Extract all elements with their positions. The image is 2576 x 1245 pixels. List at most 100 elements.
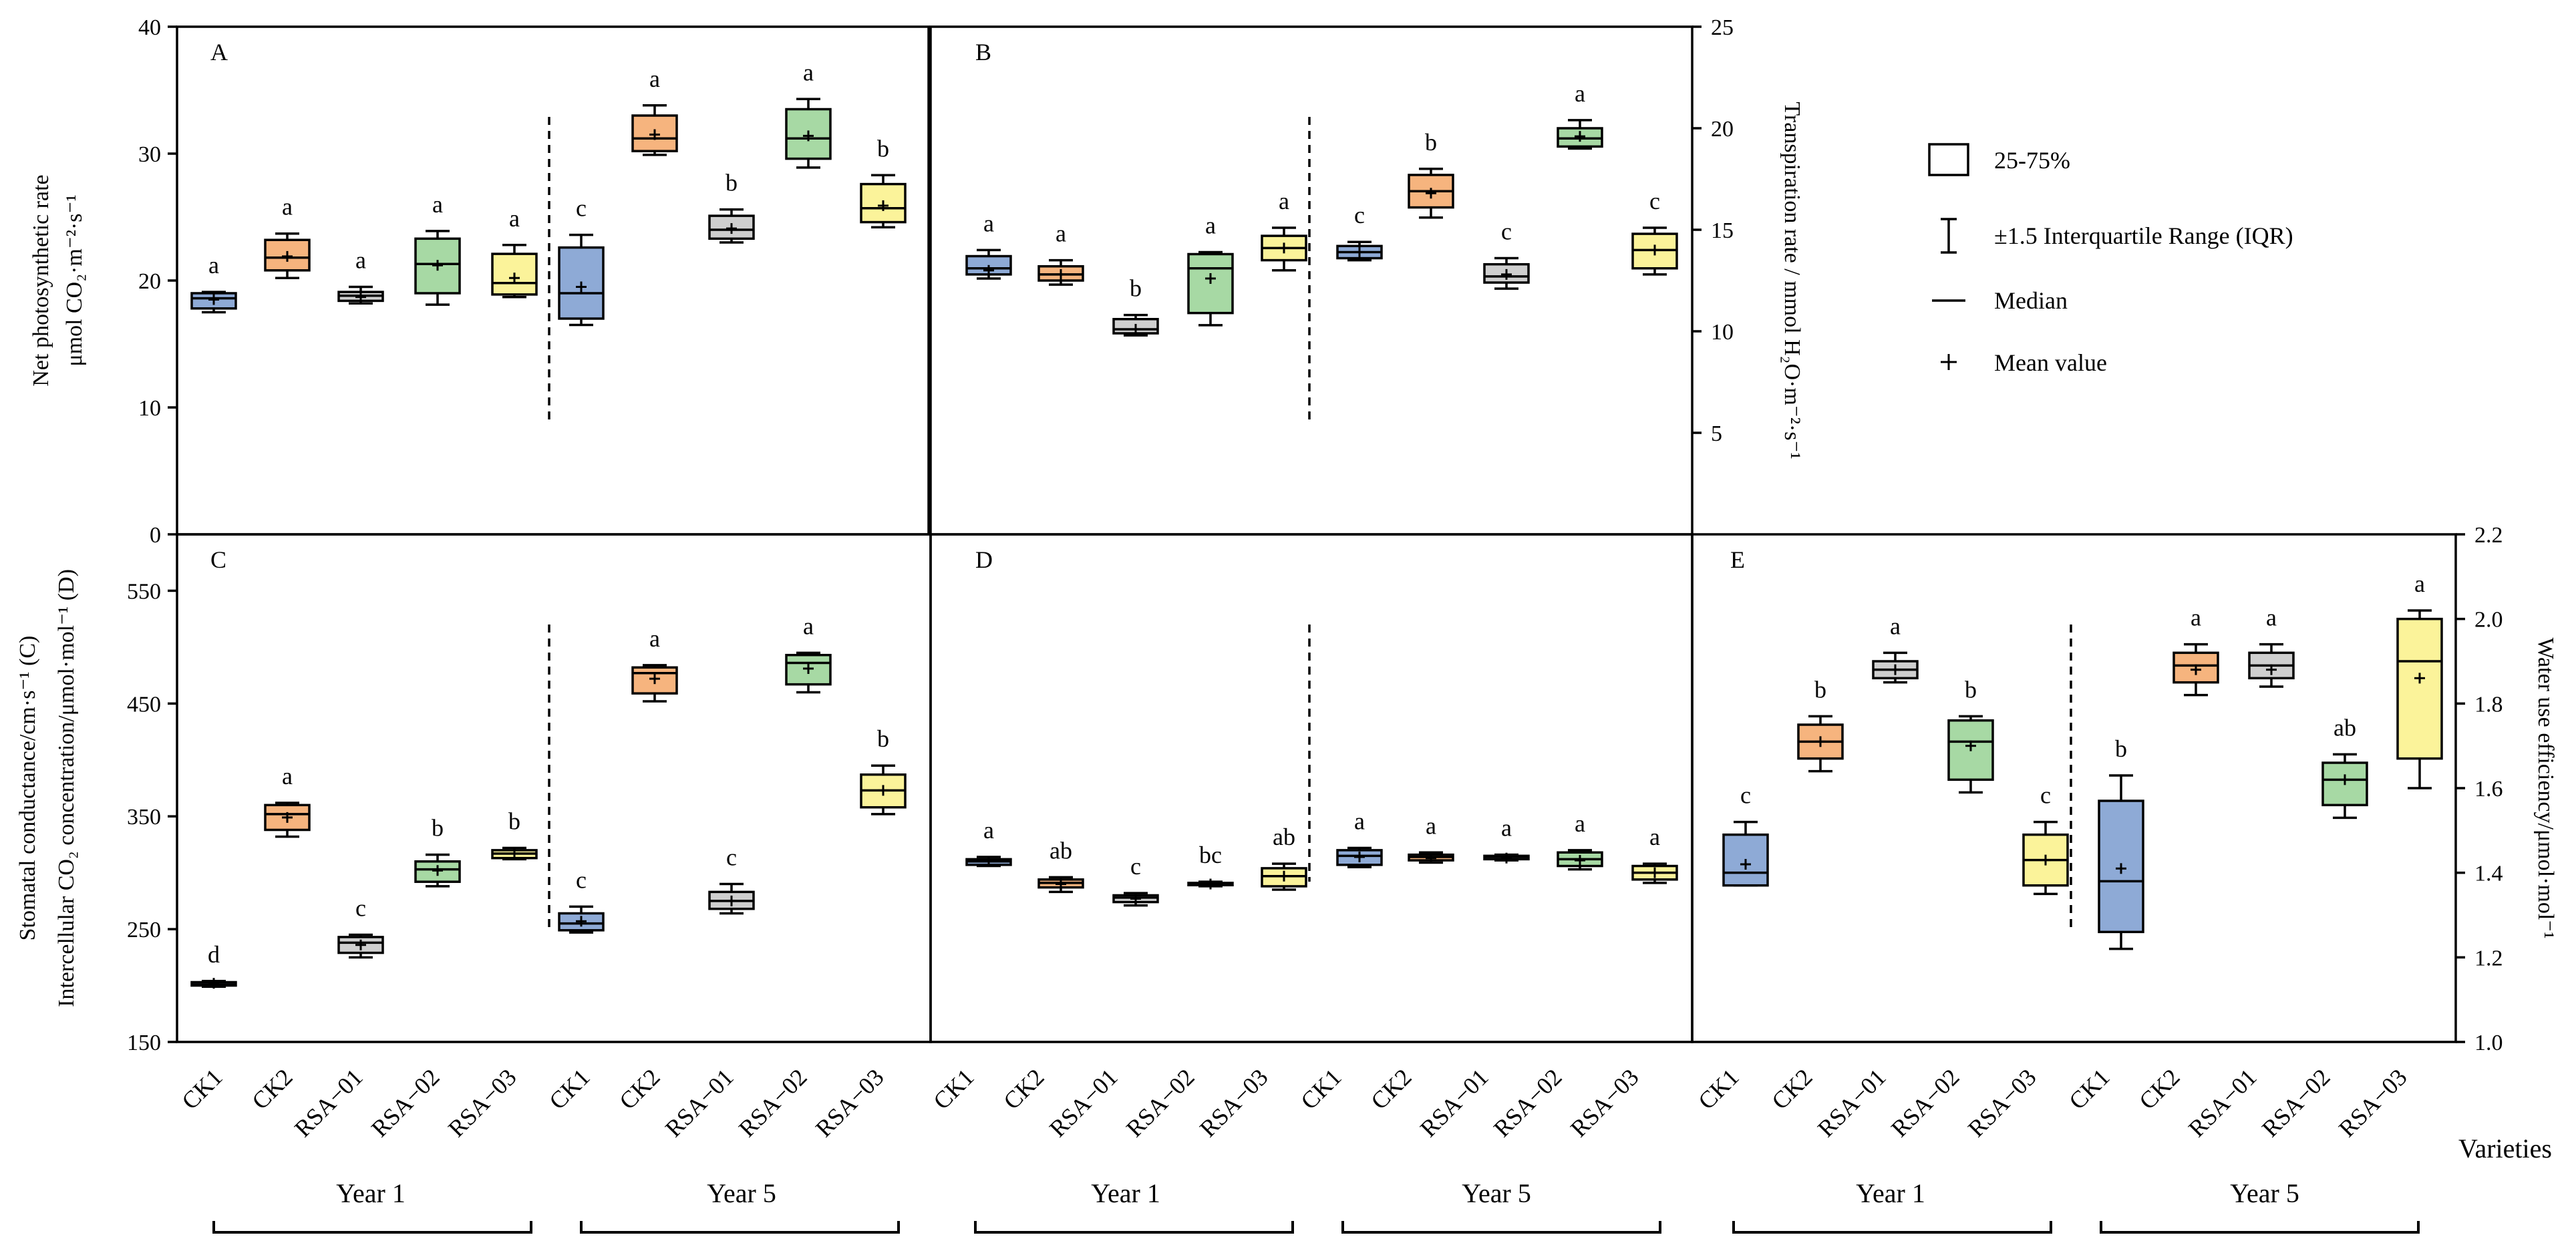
- legend-median-label: Median: [1994, 287, 2068, 314]
- xcat-e-y1-rsa02: RSA−02: [1886, 1063, 1965, 1142]
- sig-letter-c-y5-ck2: a: [649, 625, 660, 652]
- xcat-c-y5-ck1: CK1: [544, 1063, 595, 1114]
- panel-label-b: B: [975, 39, 991, 65]
- sig-letter-b-y1-rsa01: b: [1130, 275, 1142, 302]
- sig-letter-e-y1-ck2: b: [1814, 676, 1826, 703]
- tick-label-a-10: 10: [138, 396, 161, 421]
- tick-label-e-1.6: 1.6: [2474, 777, 2503, 802]
- sig-letter-d-y5-rsa01: a: [1501, 815, 1512, 842]
- sig-letter-c-y1-rsa01: c: [355, 895, 366, 922]
- sig-letter-d-y5-ck1: a: [1354, 808, 1365, 835]
- legend-box-label: 25-75%: [1994, 147, 2070, 174]
- panel-b-ylabel: Transpiration rate / mmol H₂O·m⁻²·s⁻¹: [1780, 102, 1804, 459]
- sig-letter-d-y5-rsa02: a: [1575, 810, 1585, 837]
- panel-e-ylabel: Water use efficiency/μmol·mol⁻¹: [2533, 638, 2558, 939]
- sig-letter-c-y1-rsa03: b: [508, 808, 520, 835]
- sig-letter-e-y5-ck1: b: [2115, 735, 2127, 762]
- legend-whisker-label: ±1.5 Interquartile Range (IQR): [1994, 222, 2293, 249]
- sig-letter-a-y1-rsa03: a: [509, 205, 520, 232]
- tick-label-b-15: 15: [1711, 218, 1734, 243]
- sig-letter-e-y5-rsa01: a: [2266, 604, 2277, 631]
- panel-d-ylabel: Intercellular CO₂ concentration/μmol·mol…: [54, 569, 79, 1007]
- panel-label-d: D: [975, 546, 993, 573]
- xcat-d-y1-rsa02: RSA−02: [1121, 1063, 1200, 1142]
- panel-label-a: A: [210, 39, 228, 65]
- xcat-e-y1-ck2: CK2: [1766, 1063, 1817, 1114]
- group-label-d-year1: Year 1: [1091, 1178, 1160, 1208]
- xcat-e-y5-rsa02: RSA−02: [2257, 1063, 2336, 1142]
- sig-letter-a-y5-rsa03: b: [877, 135, 889, 162]
- xcat-c-y1-ck1: CK1: [176, 1063, 227, 1114]
- xcat-c-y5-rsa03: RSA−03: [810, 1063, 889, 1142]
- panel-a-ylabel-line1: Net photosynthetic rate: [29, 174, 53, 386]
- sig-letter-a-y5-rsa02: a: [803, 59, 814, 85]
- x-axis-title: Varieties: [2458, 1133, 2552, 1164]
- bracket-e-year5: [2100, 1221, 2420, 1234]
- sig-letter-e-y1-rsa01: a: [1890, 612, 1901, 639]
- panel-label-c: C: [210, 546, 226, 573]
- sig-letter-e-y5-rsa02: ab: [2333, 714, 2356, 741]
- sig-letter-b-y5-rsa02: a: [1575, 80, 1585, 107]
- tick-label-a-40: 40: [138, 15, 161, 40]
- sig-letter-c-y1-rsa02: b: [432, 815, 444, 842]
- tick-label-c-250: 250: [127, 918, 161, 942]
- tick-label-c-150: 150: [127, 1031, 161, 1055]
- panel-a-ylabel-line2: μmol CO₂·m⁻²·s⁻¹: [62, 194, 87, 366]
- bracket-e-year1: [1732, 1221, 2052, 1234]
- group-label-c-year5: Year 5: [707, 1178, 776, 1208]
- sig-letter-a-y1-rsa02: a: [432, 191, 443, 218]
- xcat-e-y1-rsa03: RSA−03: [1963, 1063, 2042, 1142]
- sig-letter-b-y5-rsa01: c: [1501, 218, 1512, 245]
- sig-letter-e-y1-rsa03: c: [2040, 782, 2051, 809]
- x-category-labels: CK1 CK2 RSA−01 RSA−02 RSA−03 CK1 CK2 RSA…: [176, 1063, 2412, 1142]
- xcat-c-y1-rsa02: RSA−02: [366, 1063, 445, 1142]
- sig-letter-e-y5-rsa03: a: [2414, 570, 2425, 597]
- xcat-c-y1-rsa03: RSA−03: [443, 1063, 522, 1142]
- group-label-d-year5: Year 5: [1462, 1178, 1531, 1208]
- tick-label-c-550: 550: [127, 579, 161, 604]
- xcat-d-y5-rsa02: RSA−02: [1488, 1063, 1567, 1142]
- xcat-e-y5-rsa01: RSA−01: [2183, 1063, 2262, 1142]
- sig-letter-a-y1-rsa01: a: [355, 247, 366, 274]
- xcat-e-y1-ck1: CK1: [1693, 1063, 1744, 1114]
- tick-label-a-0: 0: [150, 523, 161, 548]
- tick-label-b-5: 5: [1711, 421, 1722, 446]
- xcat-d-y5-ck1: CK1: [1295, 1063, 1346, 1114]
- bracket-c-year5: [580, 1221, 900, 1234]
- group-label-e-year5: Year 5: [2230, 1178, 2299, 1208]
- sig-letter-a-y5-ck1: c: [576, 195, 587, 222]
- xcat-e-y1-rsa01: RSA−01: [1812, 1063, 1891, 1142]
- panel-label-e: E: [1730, 546, 1745, 573]
- group-label-e-year1: Year 1: [1856, 1178, 1925, 1208]
- sig-letter-d-y1-ck2: ab: [1050, 837, 1072, 864]
- xcat-c-y1-rsa01: RSA−01: [289, 1063, 368, 1142]
- xcat-c-y5-ck2: CK2: [614, 1063, 665, 1114]
- panel-frames: [176, 25, 2457, 1043]
- tick-label-e-1.2: 1.2: [2474, 946, 2503, 970]
- sig-letter-b-y5-ck1: c: [1354, 202, 1365, 228]
- panel-c-ylabel: Stomatal conductance/cm·s⁻¹ (C): [15, 636, 40, 941]
- sig-letter-c-y1-ck2: a: [282, 763, 293, 789]
- sig-letter-c-y5-rsa02: a: [803, 612, 814, 639]
- bracket-d-year1: [974, 1221, 1294, 1234]
- box-a-y1-ck2: [264, 238, 311, 272]
- sig-letter-d-y1-rsa02: bc: [1199, 842, 1222, 868]
- xcat-d-y1-rsa01: RSA−01: [1044, 1063, 1123, 1142]
- xcat-e-y5-ck2: CK2: [2134, 1063, 2185, 1114]
- legend-mean-label: Mean value: [1994, 349, 2107, 376]
- xcat-d-y5-rsa03: RSA−03: [1565, 1063, 1644, 1142]
- sig-letter-a-y1-ck2: a: [282, 194, 293, 220]
- sig-letter-b-y1-rsa03: a: [1279, 188, 1289, 214]
- sig-letter-a-y5-rsa01: b: [726, 170, 738, 196]
- sig-letter-b-y1-ck2: a: [1056, 220, 1066, 247]
- tick-label-c-450: 450: [127, 692, 161, 717]
- tick-label-b-25: 25: [1711, 15, 1734, 40]
- tick-label-c-350: 350: [127, 805, 161, 830]
- tick-label-e-1.4: 1.4: [2474, 862, 2503, 886]
- sig-letter-c-y1-ck1: d: [208, 941, 220, 968]
- xcat-e-y5-rsa03: RSA−03: [2333, 1063, 2412, 1142]
- box-e-y5-rsa03: [2396, 617, 2443, 760]
- sig-letter-b-y1-rsa02: a: [1205, 212, 1216, 238]
- xcat-d-y1-ck1: CK1: [928, 1063, 979, 1114]
